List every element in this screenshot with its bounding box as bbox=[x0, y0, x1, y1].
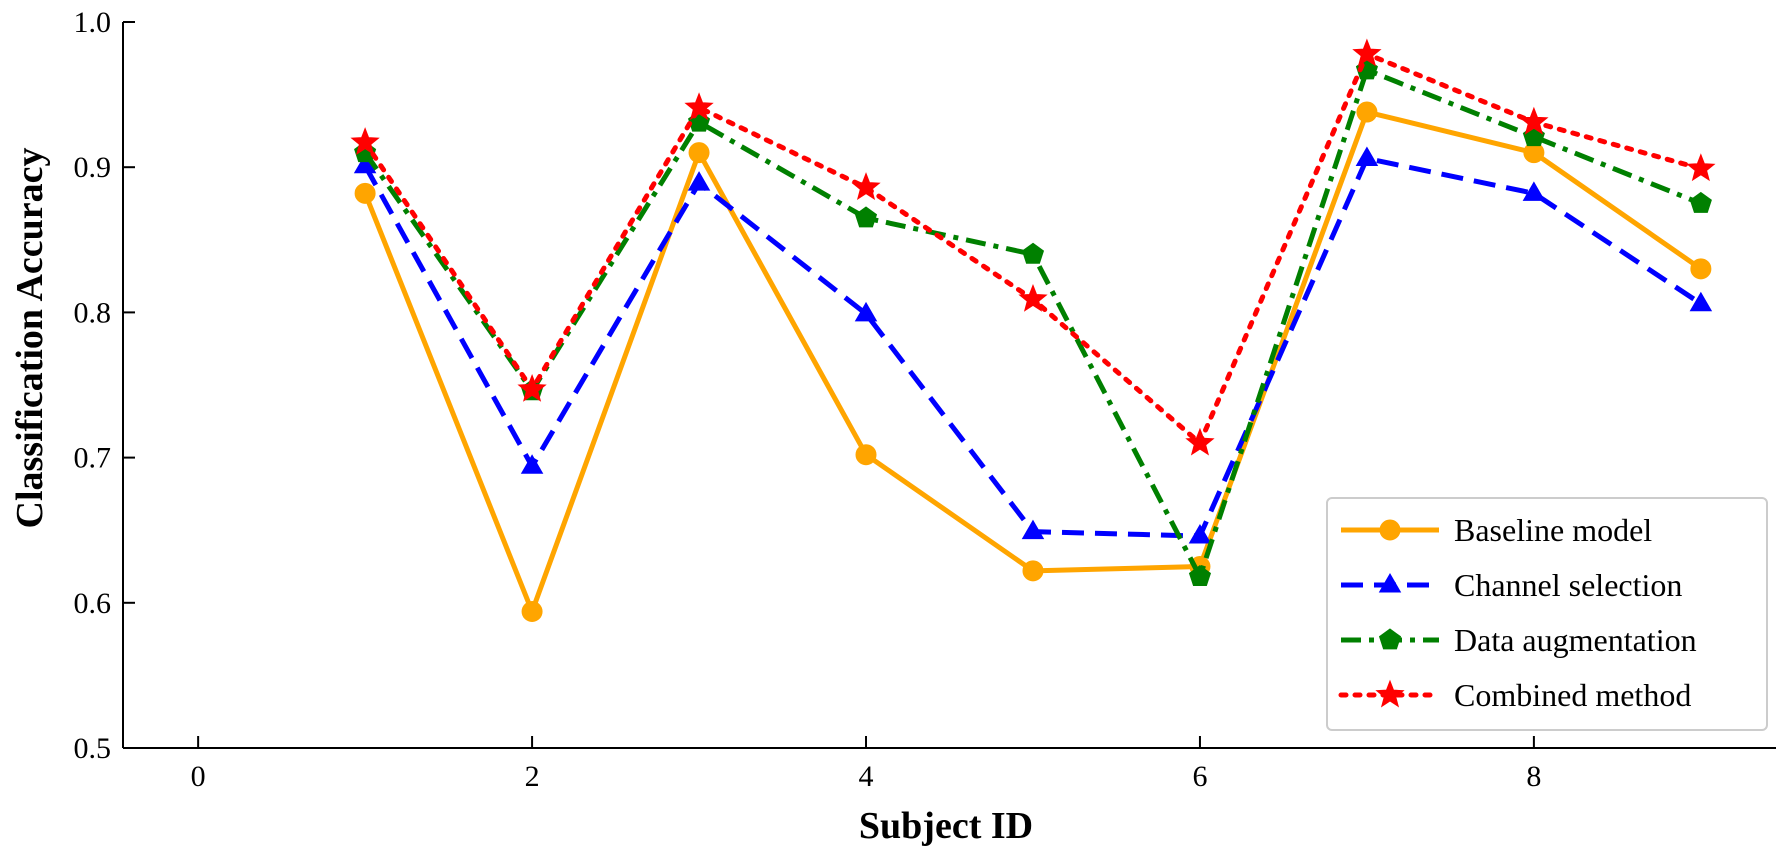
legend-marker bbox=[1375, 679, 1405, 708]
data-point bbox=[1022, 560, 1044, 582]
x-tick-label: 0 bbox=[191, 760, 206, 793]
series-layer bbox=[350, 38, 1716, 623]
legend-marker bbox=[1379, 519, 1401, 541]
legend-label: Data augmentation bbox=[1454, 622, 1697, 658]
x-tick-label: 8 bbox=[1526, 760, 1541, 793]
series-1 bbox=[354, 101, 1712, 623]
data-point bbox=[1355, 146, 1379, 166]
data-point bbox=[1356, 101, 1378, 123]
legend-item: Combined method bbox=[1338, 677, 1691, 713]
y-axis-label: Classification Accuracy bbox=[9, 147, 51, 528]
data-point bbox=[521, 601, 543, 623]
data-point bbox=[687, 171, 711, 191]
data-point bbox=[855, 444, 877, 466]
data-point bbox=[350, 127, 380, 155]
data-point bbox=[1021, 519, 1045, 540]
data-point bbox=[520, 454, 544, 474]
data-point bbox=[354, 182, 376, 204]
legend-item: Channel selection bbox=[1341, 567, 1682, 603]
x-tick-label: 2 bbox=[525, 760, 540, 793]
x-axis-label: Subject ID bbox=[859, 805, 1033, 847]
legend-marker bbox=[1378, 572, 1402, 593]
data-point bbox=[851, 172, 881, 200]
y-tick-label: 0.5 bbox=[74, 732, 112, 765]
data-point bbox=[1689, 191, 1712, 213]
legend-frame bbox=[1326, 497, 1768, 731]
data-point bbox=[1188, 565, 1212, 587]
y-tick-label: 0.8 bbox=[74, 296, 112, 329]
series-2 bbox=[353, 146, 1713, 544]
series-4 bbox=[350, 38, 1716, 456]
series-line bbox=[363, 67, 1702, 580]
data-point bbox=[1686, 153, 1716, 182]
data-point bbox=[1018, 283, 1048, 312]
data-point bbox=[1690, 258, 1712, 280]
data-point bbox=[1352, 38, 1382, 67]
legend-item: Data augmentation bbox=[1341, 622, 1697, 658]
legend-label: Channel selection bbox=[1454, 567, 1682, 603]
y-tick-label: 1.0 bbox=[74, 6, 112, 39]
data-point bbox=[517, 373, 547, 402]
axes: 0 2 4 6 8 0.5 0.6 0.7 0.8 0.9 1.0 bbox=[74, 6, 1776, 793]
legend: Baseline model Channel selection Data augm… bbox=[1326, 497, 1768, 731]
y-tick-label: 0.9 bbox=[74, 151, 112, 184]
data-point bbox=[1519, 106, 1549, 135]
data-point bbox=[1021, 242, 1045, 264]
data-point bbox=[854, 206, 878, 228]
y-tick-label: 0.7 bbox=[74, 442, 112, 475]
data-point bbox=[684, 92, 714, 121]
x-tick-label: 4 bbox=[859, 760, 874, 793]
data-point bbox=[1689, 291, 1713, 312]
data-point bbox=[1185, 427, 1215, 456]
y-tick-label: 0.6 bbox=[74, 587, 112, 620]
data-point bbox=[1522, 181, 1546, 201]
data-point bbox=[854, 301, 878, 322]
data-point bbox=[1188, 524, 1212, 544]
legend-label: Baseline model bbox=[1454, 512, 1652, 548]
x-tick-label: 6 bbox=[1192, 760, 1207, 793]
series-line bbox=[362, 155, 1703, 539]
legend-marker bbox=[1378, 628, 1402, 650]
legend-label: Combined method bbox=[1454, 677, 1691, 713]
data-point bbox=[688, 142, 710, 164]
legend-item: Baseline model bbox=[1341, 512, 1652, 548]
